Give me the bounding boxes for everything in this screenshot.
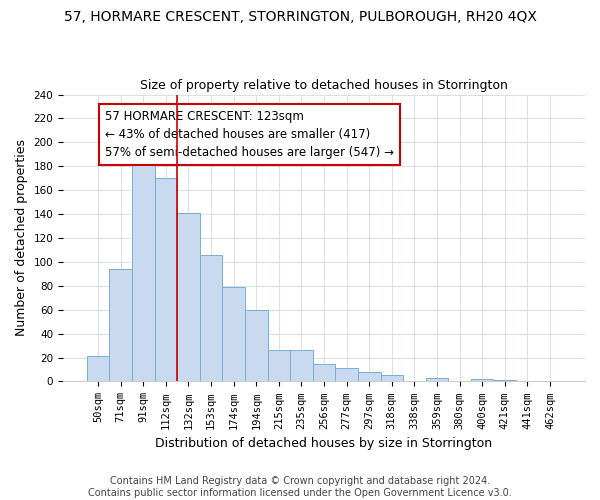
Bar [290, 350, 313, 382]
Bar [493, 380, 516, 382]
Text: Contains HM Land Registry data © Crown copyright and database right 2024.
Contai: Contains HM Land Registry data © Crown c… [88, 476, 512, 498]
Bar [313, 364, 335, 382]
Bar [87, 356, 109, 382]
Text: 57, HORMARE CRESCENT, STORRINGTON, PULBOROUGH, RH20 4QX: 57, HORMARE CRESCENT, STORRINGTON, PULBO… [64, 10, 536, 24]
Bar [223, 287, 245, 382]
Bar [109, 269, 132, 382]
X-axis label: Distribution of detached houses by size in Storrington: Distribution of detached houses by size … [155, 437, 493, 450]
Bar [200, 254, 223, 382]
Bar [425, 378, 448, 382]
Title: Size of property relative to detached houses in Storrington: Size of property relative to detached ho… [140, 79, 508, 92]
Bar [155, 178, 177, 382]
Bar [471, 379, 493, 382]
Bar [380, 376, 403, 382]
Bar [335, 368, 358, 382]
Y-axis label: Number of detached properties: Number of detached properties [15, 140, 28, 336]
Bar [245, 310, 268, 382]
Text: 57 HORMARE CRESCENT: 123sqm
← 43% of detached houses are smaller (417)
57% of se: 57 HORMARE CRESCENT: 123sqm ← 43% of det… [105, 110, 394, 159]
Bar [268, 350, 290, 382]
Bar [177, 213, 200, 382]
Bar [358, 372, 380, 382]
Bar [132, 144, 155, 382]
